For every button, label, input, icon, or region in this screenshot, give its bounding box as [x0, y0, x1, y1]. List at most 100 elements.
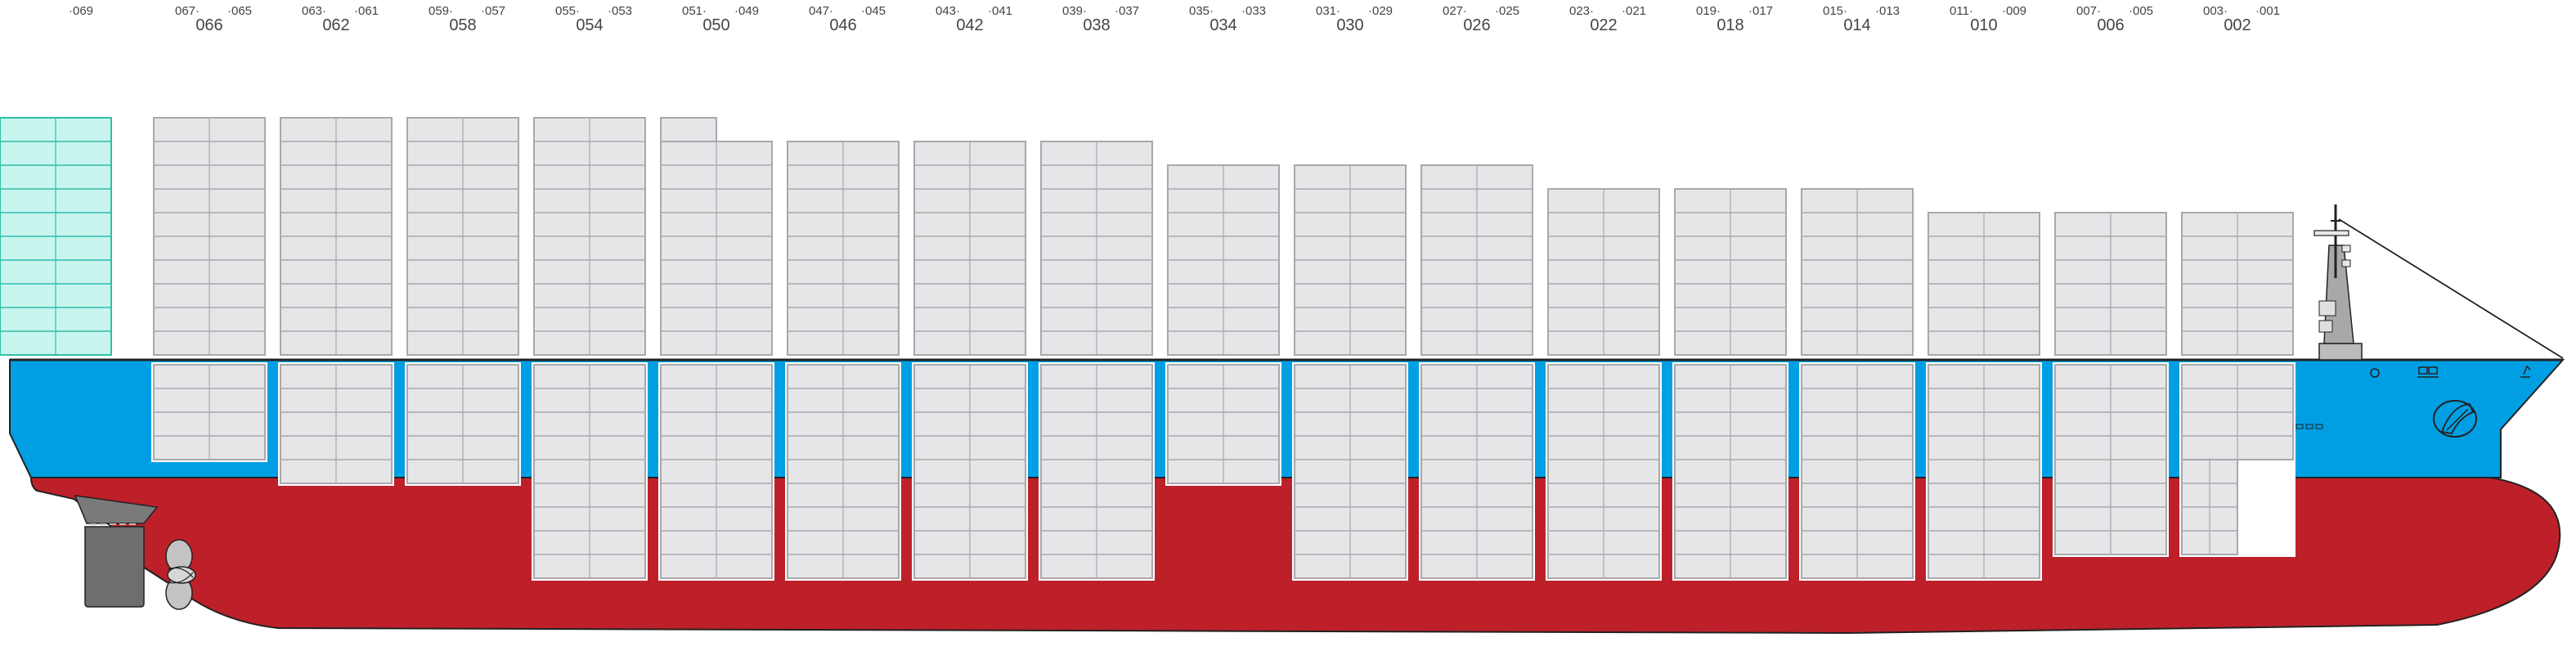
bay-label-main: 026	[1463, 16, 1490, 34]
mast	[2313, 204, 2564, 361]
bay-label-right: ·065	[227, 4, 252, 18]
bay-label-left: 035·	[1189, 4, 1214, 18]
propeller	[165, 539, 196, 610]
deck-stack	[1420, 164, 1533, 356]
hold-stack	[533, 364, 646, 579]
bay-label-main: 042	[956, 16, 983, 34]
deck-stack	[2181, 212, 2294, 356]
deck-stack	[533, 117, 646, 356]
bay-label-right: ·057	[481, 4, 505, 18]
hold-stack	[1801, 364, 1914, 579]
bay-label-main: 046	[829, 16, 856, 34]
deck-stack	[1674, 188, 1787, 356]
bay-label-main: 010	[1970, 16, 1997, 34]
hold-stack	[280, 364, 393, 484]
bay-label-right: ·005	[2129, 4, 2153, 18]
bay-label-main: 022	[1590, 16, 1617, 34]
bay-label-left: 031·	[1316, 4, 1340, 18]
deck-stack	[913, 141, 1026, 356]
hold-stack-lower	[2181, 459, 2238, 555]
hold-stack	[913, 364, 1026, 579]
deck-stack	[280, 117, 393, 356]
bay-label-left: 047·	[809, 4, 833, 18]
bay-label-main: 066	[195, 16, 222, 34]
bay-label-right: ·001	[2255, 4, 2280, 18]
hold-stack	[660, 364, 773, 579]
deck-stack	[1801, 188, 1914, 356]
bay-label-right: ·029	[1368, 4, 1393, 18]
bay-label-right: ·041	[988, 4, 1012, 18]
deck-extra-tier	[660, 117, 717, 142]
bay-label-left: 027·	[1443, 4, 1467, 18]
bay-label-main: 050	[702, 16, 729, 34]
bay-label-right: ·053	[608, 4, 632, 18]
bay-labels: ·069 067· ·065 066 063· ·061 062 059· ·057 058 055…	[69, 4, 2280, 34]
stern-gear	[74, 495, 196, 610]
hold-stack	[1420, 364, 1533, 579]
hold-stack-forward	[2181, 364, 2294, 555]
hold-stack	[153, 364, 266, 460]
deck-stack	[787, 141, 900, 356]
bay-label-main: 062	[322, 16, 349, 34]
bay-label-right: ·013	[1875, 4, 1900, 18]
bay-label-main: 002	[2224, 16, 2251, 34]
hold-stack	[1928, 364, 2040, 579]
deck-stack	[1040, 141, 1153, 356]
bay-label-main: 034	[1209, 16, 1236, 34]
hold-stack	[1294, 364, 1407, 579]
hold-stack-upper	[2181, 364, 2294, 460]
bay-label-main: 038	[1083, 16, 1110, 34]
anchor	[2433, 400, 2477, 438]
bay-label-left: 007·	[2076, 4, 2101, 18]
deck-stack	[1928, 212, 2040, 356]
hold-stack	[1547, 364, 1660, 579]
forestay	[2338, 218, 2564, 359]
bay-label-main: 058	[449, 16, 476, 34]
bay-label-right: ·033	[1241, 4, 1266, 18]
bay-label-right: ·049	[734, 4, 759, 18]
deck-containers	[0, 117, 2294, 356]
bay-label-left: 067·	[175, 4, 200, 18]
deck-stack	[1294, 164, 1407, 356]
rudder-horn	[74, 495, 159, 524]
rudder	[84, 526, 145, 608]
bay-label-left: 043·	[936, 4, 960, 18]
bay-label-left: 019·	[1696, 4, 1721, 18]
reefer-stack-070	[0, 117, 112, 356]
bay-label-right: ·061	[354, 4, 379, 18]
bay-label-left: 051·	[682, 4, 707, 18]
hold-stack	[406, 364, 519, 484]
hold-stack	[1674, 364, 1787, 579]
hold-stack	[2054, 364, 2167, 555]
bow-details	[2296, 204, 2564, 438]
bay-label-left: 011·	[1950, 4, 1973, 18]
bay-label-left: 039·	[1062, 4, 1087, 18]
bay-label-main: 014	[1843, 16, 1870, 34]
bay-label-left: 023·	[1569, 4, 1594, 18]
deck-stack	[153, 117, 266, 356]
bay-label-right: ·021	[1622, 4, 1646, 18]
bay-label-left: 015·	[1823, 4, 1847, 18]
bay-label-left: 063·	[302, 4, 326, 18]
bay-label-left: 003·	[2203, 4, 2228, 18]
hold-containers	[151, 362, 2296, 581]
bay-label-right: ·045	[861, 4, 886, 18]
bay-label-main: 054	[576, 16, 603, 34]
hold-stack	[1040, 364, 1153, 579]
bay-label-right: ·069	[69, 4, 93, 18]
bow-markings	[2296, 365, 2531, 429]
deck-stack	[660, 141, 773, 356]
bay-label-left: 059·	[429, 4, 453, 18]
deck-stack	[2054, 212, 2167, 356]
deck-stack	[406, 117, 519, 356]
deck-stack	[1547, 188, 1660, 356]
bay-label-left: 055·	[555, 4, 580, 18]
bay-label-right: ·009	[2002, 4, 2026, 18]
hold-stack	[787, 364, 900, 579]
bay-label-right: ·037	[1115, 4, 1139, 18]
bay-label-main: 006	[2097, 16, 2124, 34]
hold-stack	[1167, 364, 1280, 484]
bay-label-main: 030	[1336, 16, 1363, 34]
